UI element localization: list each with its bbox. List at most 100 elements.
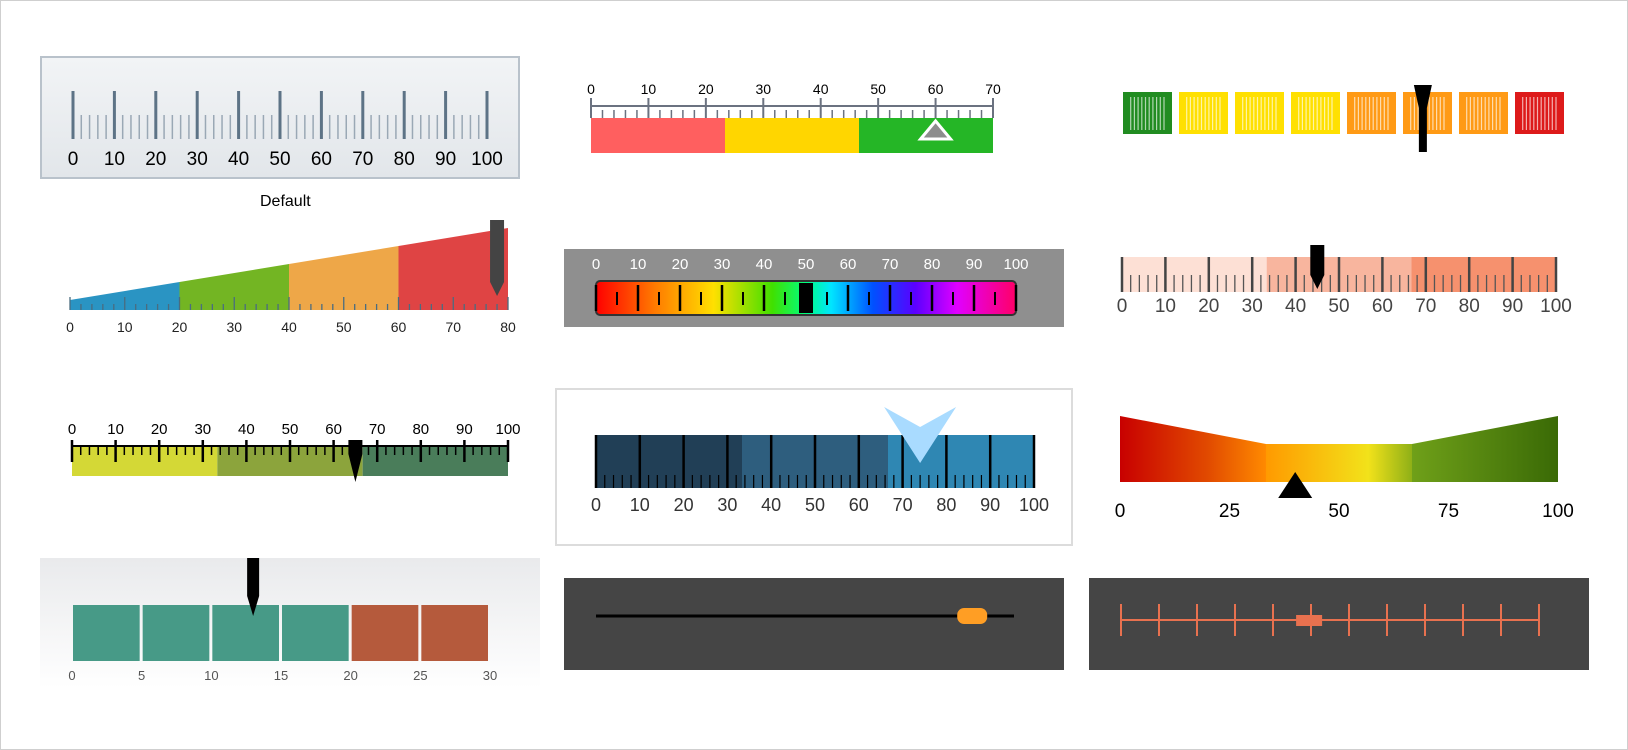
g2-tick-label: 20 xyxy=(698,81,714,97)
g7-range xyxy=(362,446,508,476)
g10-tick-label: 25 xyxy=(413,668,427,683)
g8-tick-label: 40 xyxy=(761,495,781,515)
gauge-green-tone-svg: 0 10 20 30 40 50 60 70 80 90 100 xyxy=(68,421,521,482)
g1-tick-label: 30 xyxy=(187,149,208,170)
g1-tick-label: 100 xyxy=(471,149,503,170)
g1-tick-label: 20 xyxy=(145,149,166,170)
g4-tick-label: 60 xyxy=(391,319,407,335)
g6-range xyxy=(1411,257,1556,292)
g10-tick-label: 10 xyxy=(204,668,218,683)
g2-tick-label: 30 xyxy=(755,81,771,97)
g7-tick-label: 70 xyxy=(369,421,386,438)
g4-range xyxy=(70,282,180,310)
g10-block xyxy=(282,605,349,661)
gauge-teal-svg: 0 5 10 15 20 25 30 xyxy=(40,558,540,688)
g6-pointer xyxy=(1310,245,1325,289)
g8-tick-label: 60 xyxy=(849,495,869,515)
g1-tick-label: 0 xyxy=(68,149,79,170)
g4-tick-label: 0 xyxy=(66,319,74,335)
g7-tick-label: 30 xyxy=(194,421,211,438)
g8-pointer xyxy=(884,407,957,463)
gauge-blue-svg: 0 10 20 30 40 50 60 70 80 90 100 xyxy=(555,388,1073,546)
g5-tick-label: 80 xyxy=(924,256,941,273)
g1-tick-label: 10 xyxy=(104,149,125,170)
g1-tick-label: 90 xyxy=(435,149,456,170)
g5-tick-label: 0 xyxy=(592,256,600,273)
g10-block xyxy=(212,605,279,661)
g8-tick-label: 50 xyxy=(805,495,825,515)
g11-background xyxy=(564,578,1064,670)
g12-thumb[interactable] xyxy=(1296,615,1323,626)
g4-tick-label: 20 xyxy=(172,319,188,335)
g8-tick-label: 70 xyxy=(893,495,913,515)
gauge-dark-ticks-svg[interactable] xyxy=(1089,578,1589,670)
g10-block xyxy=(421,605,488,661)
g7-tick-label: 100 xyxy=(495,421,520,438)
g7-tick-label: 0 xyxy=(68,421,76,438)
g7-pointer xyxy=(348,440,363,482)
gauge-dark-slider-svg[interactable] xyxy=(564,578,1064,670)
g6-range xyxy=(1122,257,1267,292)
g10-tick-label: 15 xyxy=(274,668,288,683)
g8-tick-label: 100 xyxy=(1019,495,1049,515)
g1-tick-label: 40 xyxy=(228,149,249,170)
gauge-teal-blocks: 0 5 10 15 20 25 30 xyxy=(40,558,540,688)
g9-tick-label: 0 xyxy=(1115,501,1126,522)
g7-tick-label: 90 xyxy=(456,421,473,438)
gauge-traffic-light-svg: 0 10 20 30 40 50 60 70 xyxy=(587,81,1001,153)
g3-pointer xyxy=(1413,85,1432,152)
g2-tick-label: 50 xyxy=(870,81,886,97)
g10-tick-label: 20 xyxy=(343,668,357,683)
gauge-wedge-svg: 0 10 20 30 40 50 60 70 80 xyxy=(66,220,516,335)
g8-range xyxy=(596,435,742,488)
g10-block xyxy=(351,605,419,661)
g1-tick-label: 70 xyxy=(352,149,373,170)
gauge-dark-ticks[interactable] xyxy=(1089,578,1589,670)
g9-range-green xyxy=(1412,416,1558,482)
g8-tick-label: 90 xyxy=(980,495,1000,515)
g5-tick-label: 50 xyxy=(798,256,815,273)
g5-tick-label: 70 xyxy=(882,256,899,273)
g5-tick-label: 90 xyxy=(966,256,983,273)
gauge-segmented-svg xyxy=(1123,85,1564,152)
g1-tick-label: 60 xyxy=(311,149,332,170)
gauge-dark-slider[interactable] xyxy=(564,578,1064,670)
g7-tick-label: 80 xyxy=(412,421,429,438)
g7-tick-label: 20 xyxy=(151,421,168,438)
g5-tick-label: 30 xyxy=(714,256,731,273)
g8-tick-label: 0 xyxy=(591,495,601,515)
gauge-ryg-svg: 0 25 50 75 100 xyxy=(1115,416,1574,522)
gauge-green-tone: 0 10 20 30 40 50 60 70 80 90 100 xyxy=(60,418,530,498)
g4-range xyxy=(179,264,289,310)
g6-tick-label: 50 xyxy=(1328,296,1349,317)
g5-tick-label: 60 xyxy=(840,256,857,273)
gauge-rainbow: 0 10 20 30 40 50 60 70 80 90 100 xyxy=(564,249,1064,327)
g9-marker xyxy=(1278,472,1313,498)
gauge-traffic-light-scale: 0 10 20 30 40 50 60 70 xyxy=(585,80,1045,180)
g6-tick-label: 100 xyxy=(1540,296,1572,317)
g10-tick-label: 30 xyxy=(483,668,497,683)
g7-range xyxy=(72,446,218,476)
g7-tick-label: 10 xyxy=(107,421,124,438)
g2-tick-label: 60 xyxy=(928,81,944,97)
g2-marker xyxy=(917,118,954,141)
g5-tick-label: 40 xyxy=(756,256,773,273)
g1-frame xyxy=(40,56,520,179)
gauge-blue-framed: 0 10 20 30 40 50 60 70 80 90 100 xyxy=(555,388,1073,549)
g10-tick-label: 0 xyxy=(68,668,75,683)
g10-block xyxy=(142,605,210,661)
g7-tick-label: 40 xyxy=(238,421,255,438)
g4-tick-label: 80 xyxy=(500,319,516,335)
g9-tick-label: 75 xyxy=(1438,501,1459,522)
g11-thumb[interactable] xyxy=(957,608,988,624)
g4-tick-label: 30 xyxy=(226,319,242,335)
g7-tick-label: 50 xyxy=(282,421,299,438)
g5-center-block xyxy=(799,283,813,313)
g5-tick-label: 10 xyxy=(630,256,647,273)
g10-tick-label: 5 xyxy=(138,668,145,683)
g6-tick-label: 30 xyxy=(1242,296,1263,317)
g6-tick-label: 90 xyxy=(1502,296,1523,317)
g9-tick-label: 25 xyxy=(1219,501,1240,522)
g5-tick-label: 20 xyxy=(672,256,689,273)
g2-range xyxy=(725,118,859,153)
